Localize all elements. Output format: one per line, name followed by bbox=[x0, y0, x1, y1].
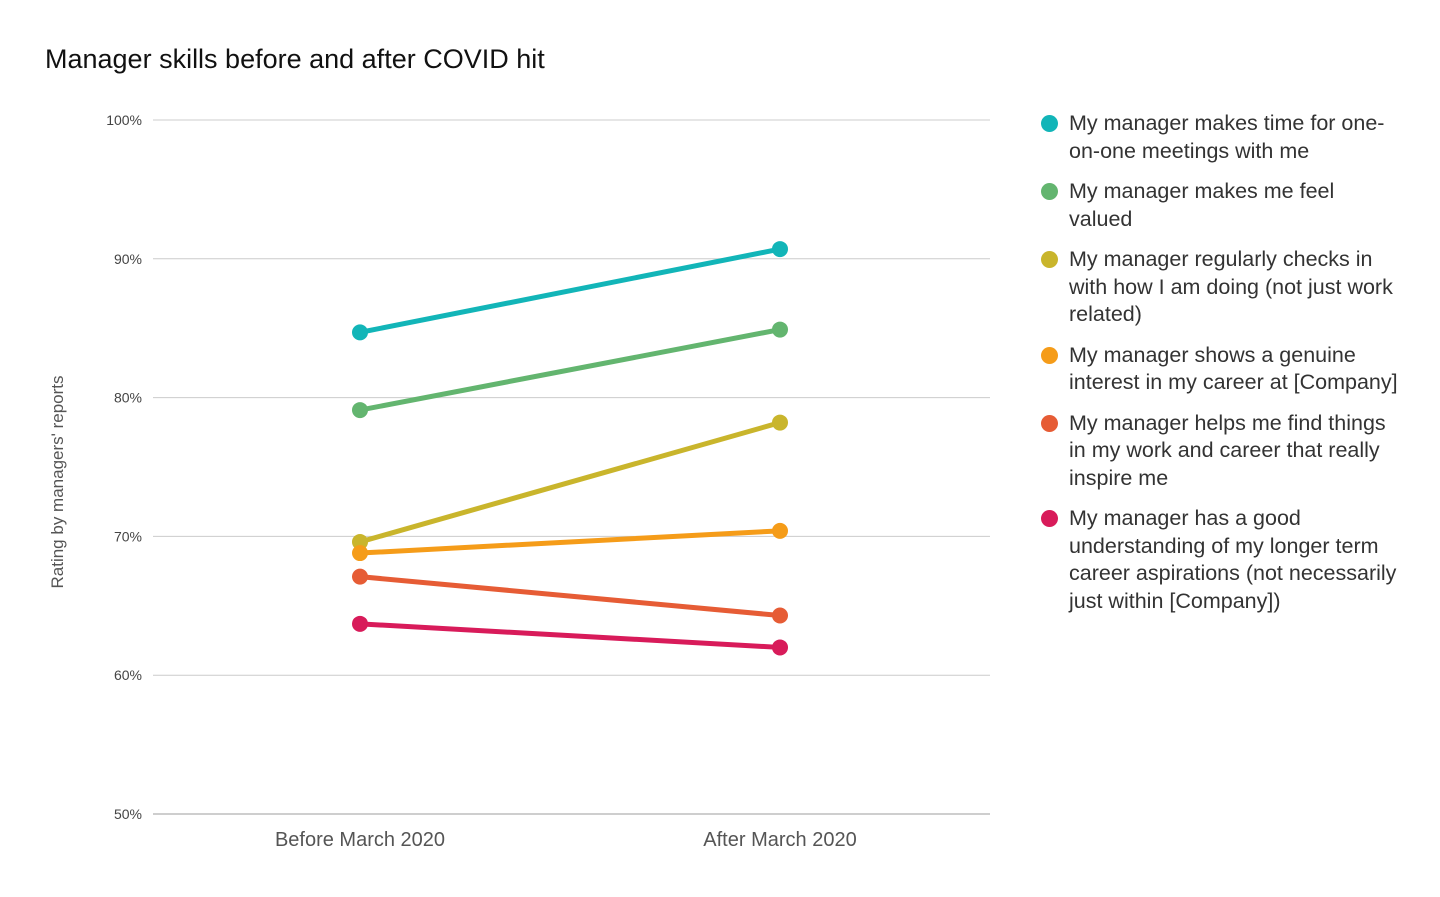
data-point bbox=[772, 241, 788, 258]
y-axis-title: Rating by managers' reports bbox=[48, 375, 67, 588]
data-point bbox=[772, 522, 788, 539]
y-tick-label: 80% bbox=[114, 390, 142, 406]
series-line bbox=[357, 574, 783, 619]
series-line bbox=[357, 420, 783, 545]
legend-label: My manager regularly checks in with how … bbox=[1069, 247, 1393, 326]
y-tick-label: 60% bbox=[114, 667, 142, 683]
legend-swatch bbox=[1041, 510, 1058, 527]
data-point bbox=[772, 321, 788, 338]
x-tick-label: After March 2020 bbox=[703, 829, 856, 851]
legend-swatch bbox=[1041, 115, 1058, 132]
legend-item: My manager helps me find things in my wo… bbox=[1040, 410, 1400, 493]
legend-swatch bbox=[1041, 414, 1058, 432]
legend-label: My manager makes me feel valued bbox=[1069, 179, 1335, 231]
legend-label: My manager shows a genuine interest in m… bbox=[1069, 342, 1398, 395]
y-tick-label: 50% bbox=[114, 806, 142, 822]
legend-swatch bbox=[1041, 251, 1058, 268]
legend-item: My manager shows a genuine interest in m… bbox=[1040, 342, 1400, 397]
data-point bbox=[352, 533, 368, 550]
series-line bbox=[357, 621, 783, 650]
data-point bbox=[772, 639, 788, 656]
data-point bbox=[772, 414, 788, 431]
series-line bbox=[357, 327, 783, 413]
data-point bbox=[352, 568, 368, 585]
legend-label: My manager has a good understanding of m… bbox=[1069, 506, 1397, 613]
data-point bbox=[772, 607, 788, 624]
legend-item: My manager makes time for one-on-one mee… bbox=[1040, 110, 1400, 165]
legend-item: My manager regularly checks in with how … bbox=[1040, 246, 1400, 329]
legend-swatch bbox=[1041, 183, 1058, 200]
series-line bbox=[357, 528, 783, 556]
data-point bbox=[352, 402, 368, 419]
series-line bbox=[357, 246, 783, 335]
chart-title: Manager skills before and after COVID hi… bbox=[45, 44, 545, 74]
legend: My manager makes time for one-on-one mee… bbox=[1040, 110, 1400, 628]
y-tick-label: 90% bbox=[114, 251, 142, 267]
legend-item: My manager makes me feel valued bbox=[1040, 178, 1400, 233]
legend-item: My manager has a good understanding of m… bbox=[1040, 505, 1400, 615]
data-point bbox=[352, 615, 368, 632]
data-point bbox=[352, 324, 368, 341]
legend-label: My manager makes time for one-on-one mee… bbox=[1069, 111, 1385, 163]
y-tick-label: 100% bbox=[106, 112, 142, 128]
x-tick-label: Before March 2020 bbox=[275, 829, 445, 851]
legend-label: My manager helps me find things in my wo… bbox=[1069, 410, 1386, 490]
y-tick-label: 70% bbox=[114, 528, 142, 544]
data-point bbox=[352, 545, 368, 562]
legend-swatch bbox=[1041, 346, 1058, 364]
